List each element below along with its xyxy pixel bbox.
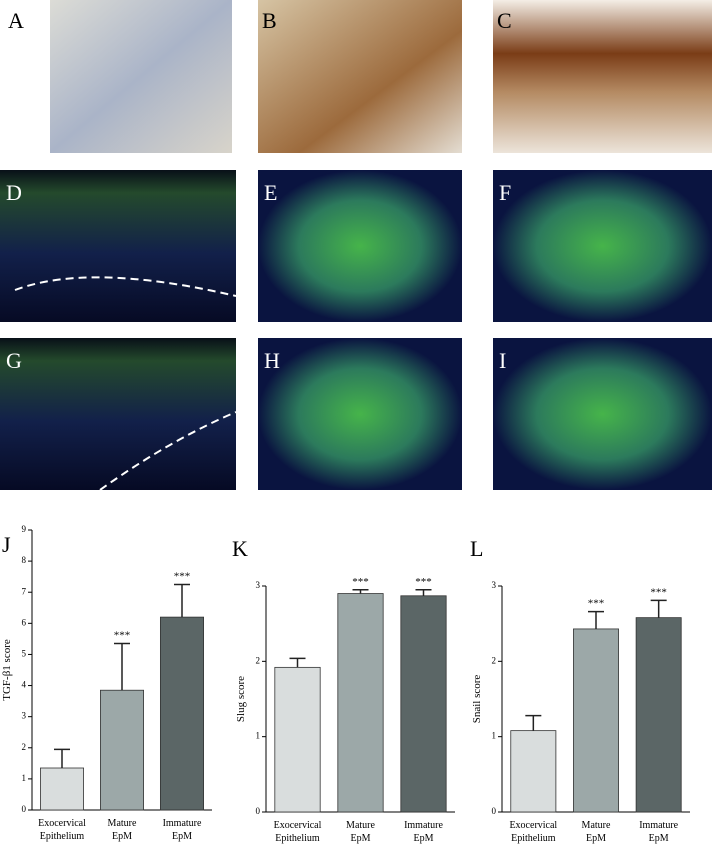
bar — [274, 666, 321, 813]
significance: *** — [352, 576, 369, 588]
significance: *** — [415, 576, 432, 588]
significance: *** — [588, 598, 605, 610]
image — [0, 170, 236, 322]
y-tick-label: 1 — [492, 731, 497, 741]
bar — [40, 767, 85, 811]
error-bar — [588, 610, 604, 629]
chart-label: J — [2, 532, 11, 557]
panel-label: H — [264, 348, 280, 373]
bar — [337, 593, 384, 813]
y-tick-label: 8 — [22, 555, 27, 565]
x-tick-label: Immature EpM — [163, 818, 202, 842]
y-tick-label: 4 — [22, 680, 27, 690]
error-bar — [415, 589, 432, 596]
panel-label: A — [8, 8, 24, 33]
panel-label: I — [499, 348, 506, 373]
dashed-boundary — [14, 276, 237, 297]
error-bar — [174, 583, 190, 618]
dashed-boundary — [99, 411, 237, 491]
y-tick-label: 6 — [22, 617, 27, 627]
error-bar — [114, 642, 130, 691]
y-tick-label: 1 — [256, 731, 261, 741]
chart-label: K — [232, 536, 248, 561]
y-axis-label: Slug score — [235, 676, 247, 722]
panel-label: B — [262, 8, 277, 33]
significance: *** — [650, 586, 667, 598]
y-tick-label: 2 — [22, 742, 27, 752]
x-tick-label: Mature EpM — [346, 820, 375, 844]
panel-label: C — [497, 8, 512, 33]
bar — [400, 595, 447, 813]
bar — [100, 689, 145, 811]
image — [0, 338, 236, 490]
y-tick-label: 2 — [256, 655, 261, 665]
y-axis-label: Snail score — [471, 675, 483, 724]
chart-label: L — [470, 536, 483, 561]
x-tick-label: Immature EpM — [404, 820, 443, 844]
y-tick-label: 1 — [22, 773, 27, 783]
significance: *** — [114, 630, 131, 642]
y-tick-label: 0 — [22, 804, 27, 814]
error-bar — [289, 657, 306, 668]
bar — [573, 628, 619, 813]
error-bar — [650, 599, 667, 618]
image — [493, 338, 712, 490]
y-tick-label: 9 — [22, 524, 27, 534]
panel-label: D — [6, 180, 22, 205]
significance: *** — [174, 570, 191, 582]
y-tick-label: 0 — [256, 806, 261, 816]
image — [493, 0, 712, 153]
error-bar — [525, 714, 542, 731]
image — [258, 338, 462, 490]
y-tick-label: 3 — [492, 580, 497, 590]
x-tick-label: Exocervical Epithelium — [38, 818, 86, 842]
x-tick-label: Mature EpM — [582, 820, 611, 844]
panel-label: G — [6, 348, 22, 373]
x-tick-label: Mature EpM — [108, 818, 137, 842]
x-tick-label: Exocervical Epithelium — [509, 820, 557, 844]
error-bar — [54, 748, 70, 768]
x-tick-label: Immature EpM — [639, 820, 678, 844]
y-tick-label: 3 — [256, 580, 261, 590]
y-tick-label: 3 — [22, 711, 27, 721]
image-panels — [0, 0, 712, 491]
y-tick-label: 7 — [22, 586, 27, 596]
panel-label: E — [264, 180, 277, 205]
y-tick-label: 2 — [492, 655, 497, 665]
bar — [635, 617, 682, 813]
image — [493, 170, 712, 322]
image — [258, 170, 462, 322]
x-tick-label: Exocervical Epithelium — [274, 820, 322, 844]
image — [258, 0, 462, 153]
panel-label: F — [499, 180, 511, 205]
y-axis-label: TGF-β1 score — [1, 639, 13, 701]
image — [50, 0, 232, 153]
bar — [510, 730, 557, 813]
bar — [159, 616, 204, 811]
y-tick-label: 0 — [492, 806, 497, 816]
y-tick-label: 5 — [22, 649, 27, 659]
error-bar — [352, 589, 369, 594]
